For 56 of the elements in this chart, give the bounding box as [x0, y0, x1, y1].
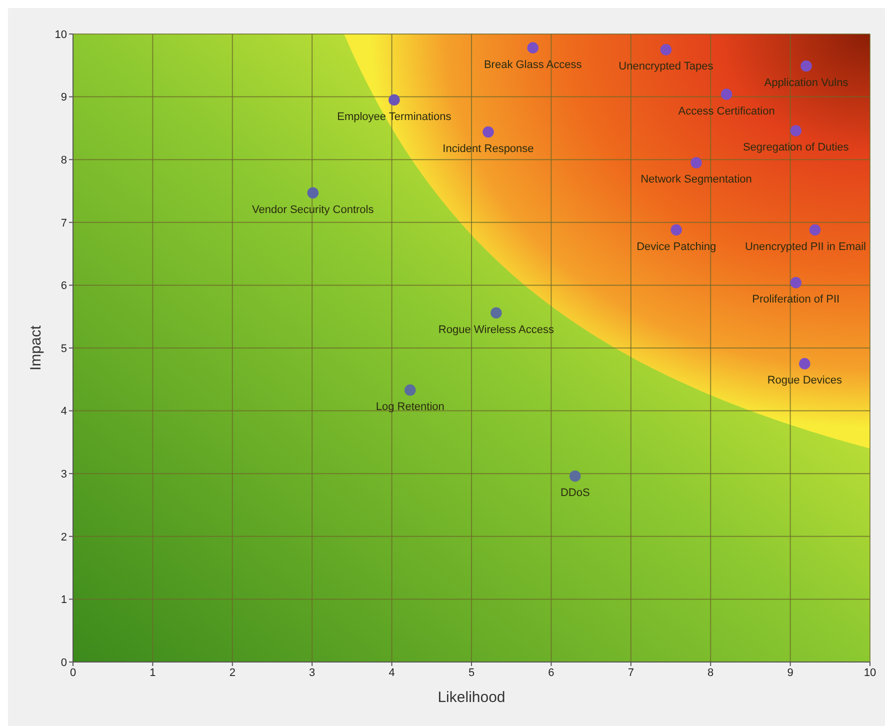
- point: [799, 358, 810, 370]
- x-tick-label: 5: [468, 666, 475, 679]
- point: [527, 42, 539, 54]
- y-axis-title: Impact: [27, 324, 44, 371]
- y-tick-label: 1: [60, 594, 67, 606]
- x-tick-label: 0: [70, 666, 76, 679]
- y-tick-label: 6: [60, 280, 67, 292]
- y-tick-label: 5: [60, 342, 67, 355]
- point: [482, 126, 494, 138]
- point: [404, 384, 416, 396]
- data-label: Network Segmentation: [640, 174, 752, 186]
- data-label: Unencrypted Tapes: [618, 60, 714, 73]
- point: [809, 224, 821, 236]
- data-label: Rogue Devices: [767, 374, 842, 387]
- data-label: Application Vulns: [764, 77, 849, 90]
- x-tick-label: 1: [150, 666, 156, 679]
- y-tick-label: 2: [60, 531, 67, 544]
- point: [790, 125, 802, 136]
- point: [569, 470, 581, 482]
- data-label: Access Certification: [678, 105, 775, 118]
- x-tick-label: 9: [787, 666, 794, 679]
- data-label: Log Retention: [376, 401, 444, 414]
- point: [720, 88, 732, 100]
- point: [490, 307, 502, 318]
- x-tick-label: 4: [388, 666, 395, 679]
- y-tick-label: 4: [60, 406, 67, 418]
- point: [690, 157, 702, 168]
- x-axis-title: Likelihood: [438, 689, 506, 706]
- y-tick-label: 9: [60, 92, 67, 104]
- x-tick-label: 2: [229, 666, 236, 679]
- data-label: Incident Response: [442, 142, 534, 155]
- y-tick-label: 0: [60, 656, 67, 669]
- point: [800, 60, 812, 72]
- data-label: Proliferation of PII: [752, 294, 840, 306]
- x-tick-label: 10: [864, 666, 876, 679]
- point: [307, 187, 319, 199]
- point: [790, 277, 802, 288]
- point: [660, 44, 672, 56]
- data-label: Break Glass Access: [484, 58, 582, 71]
- x-tick-label: 7: [628, 666, 634, 679]
- data-label: Rogue Wireless Access: [438, 324, 554, 336]
- y-tick-label: 7: [60, 217, 67, 230]
- y-tick-label: 8: [60, 154, 67, 167]
- data-label: Unencrypted PII in Email: [744, 240, 866, 253]
- data-label: Segregation of Duties: [742, 142, 850, 154]
- point: [670, 224, 682, 236]
- x-tick-label: 3: [309, 666, 316, 679]
- data-label: DDoS: [560, 487, 590, 500]
- data-label: Device Patching: [636, 240, 716, 253]
- x-tick-label: 6: [548, 666, 554, 679]
- y-tick-label: 3: [60, 468, 67, 481]
- data-label: Vendor Security Controls: [252, 204, 374, 216]
- x-tick-label: 8: [708, 666, 714, 679]
- y-tick-label: 10: [54, 28, 67, 41]
- point: [388, 94, 400, 106]
- data-label: Employee Terminations: [337, 110, 452, 123]
